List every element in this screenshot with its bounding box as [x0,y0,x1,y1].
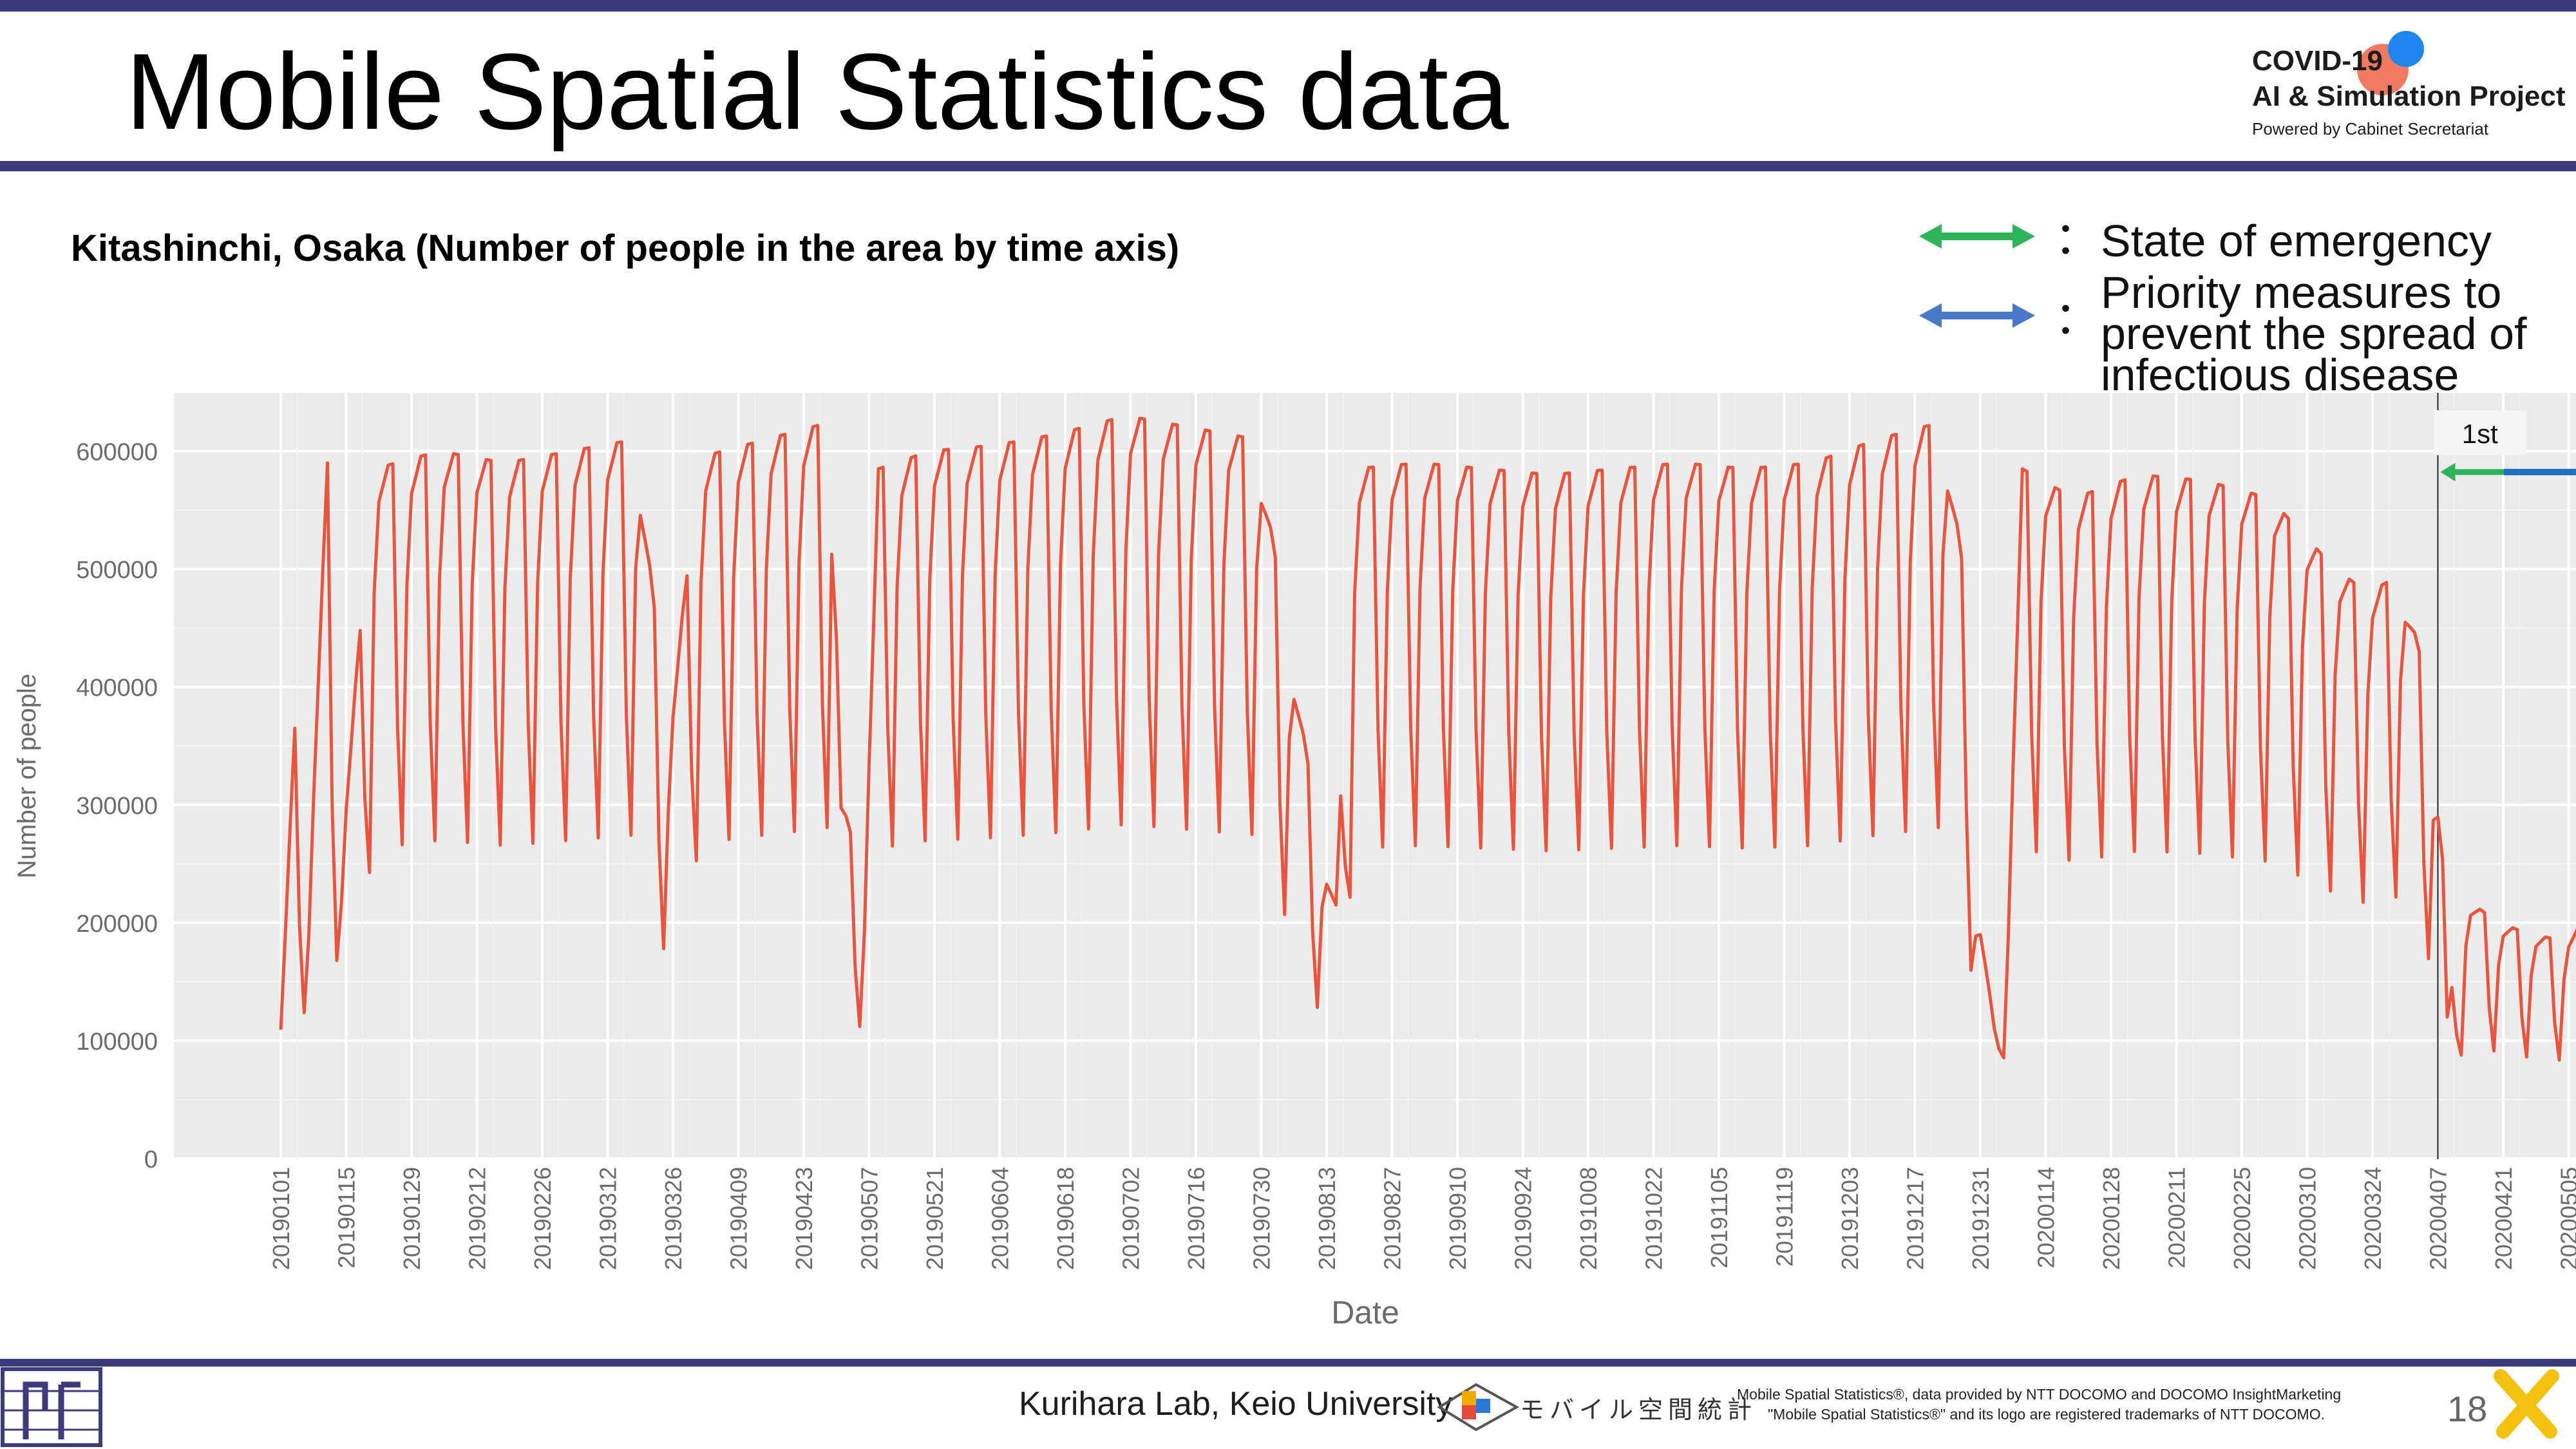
lab-logo-icon [1,1367,102,1447]
period-label-box [2433,410,2526,455]
x-tick-label: 20191119 [1772,1167,1798,1267]
x-tick-label: 20190212 [464,1167,491,1270]
x-tick-label: 20191022 [1641,1167,1667,1270]
x-tick-label: 20200407 [2425,1167,2452,1270]
x-tick-label: 20200114 [2033,1167,2060,1269]
footer-border-bar [0,1359,2576,1367]
legend-priority-line-3: infectious disease [2101,350,2459,400]
period-label: 1st [2462,419,2498,449]
emergency-arrow-icon [1919,224,2035,249]
x-tick-label: 20190115 [334,1167,360,1269]
series-line [279,417,2576,1062]
legend-arrows [1919,224,2035,328]
title-underline-bar [0,161,2576,171]
x-tick-label: 20190702 [1118,1167,1144,1270]
x-tick-label: 20200324 [2360,1167,2386,1270]
logo-line-2: AI & Simulation Project [2252,80,2566,112]
x-tick-label: 20190521 [922,1167,948,1270]
x-tick-label: 20200421 [2490,1167,2517,1270]
x-tick-label: 20200211 [2164,1167,2190,1269]
y-tick-label: 100000 [76,1028,158,1056]
x-tick-label: 20200128 [2098,1167,2125,1270]
x-tick-label: 20190827 [1379,1167,1406,1270]
data-provider-note: Mobile Spatial Statistics®, data provide… [1737,1386,2342,1403]
legend-priority-line-2: prevent the spread of [2101,308,2527,359]
period-markers: 1st2nd3rd [2433,393,2576,1159]
y-tick-label: 500000 [76,557,158,584]
legend-emergency-prefix: ： [2054,213,2099,263]
x-tick-label: 20190129 [399,1167,425,1270]
axis-ticks: 0 100000 200000 300000 400000 500000 600000 201… [76,439,2576,1271]
x-tick-label: 20191231 [1967,1167,1994,1270]
y-tick-label: 400000 [76,675,158,702]
top-border-bar [0,0,2576,12]
x-tick-label: 20191217 [1902,1167,1929,1270]
mobile-stats-jp-label: モバイル空間統計 [1520,1397,1757,1424]
mobile-stats-logo-icon [1437,1383,1520,1432]
x-axis-title: Date [1331,1294,1399,1331]
priority-arrow-icon [1919,303,2035,328]
x-tick-label: 20191203 [1837,1167,1863,1270]
x-tick-label: 20190924 [1510,1167,1537,1270]
logo-line-3: Powered by Cabinet Secretariat [2252,119,2489,138]
logo-dot-icon [2388,31,2424,67]
x-tick-label: 20190730 [1249,1167,1275,1270]
covid-project-logo: COVID-19 AI & Simulation Project Powered… [2248,31,2570,148]
y-tick-label: 200000 [76,911,158,938]
x-tick-label: 20191008 [1575,1167,1602,1270]
chart-subtitle: Kitashinchi, Osaka (Number of people in … [71,227,1180,269]
page-number: 18 [2447,1388,2488,1429]
y-tick-label: 0 [144,1146,158,1173]
legend-emergency-label: State of emergency [2101,216,2492,266]
x-tick-label: 20190423 [791,1167,817,1270]
legend-priority-line-1: Priority measures to [2101,267,2502,317]
lab-name: Kurihara Lab, Keio University [1019,1385,1453,1423]
x-tick-label: 20190604 [987,1167,1014,1270]
trademark-note: "Mobile Spatial Statistics®" and its log… [1768,1406,2325,1423]
y-axis-title: Number of people [13,674,41,878]
x-tick-label: 20190226 [529,1167,556,1270]
x-tick-label: 20190813 [1314,1167,1340,1270]
x-tick-label: 20200225 [2229,1167,2255,1270]
emergency-arrow-head [2440,462,2456,482]
logo-line-1: COVID-19 [2252,45,2383,77]
x-tick-label: 20190910 [1444,1167,1471,1270]
page-title: Mobile Spatial Statistics data [126,31,1509,152]
x-tick-label: 20200505 [2556,1167,2576,1270]
x-tick-label: 20190409 [726,1167,752,1270]
x-tick-label: 20190326 [660,1167,687,1270]
x-tick-label: 20190101 [268,1167,294,1270]
x-tick-label: 20191105 [1706,1167,1732,1269]
population-line-chart: 1st2nd3rd 0 100000 200000 300000 400000 50000… [13,393,2576,1331]
x-mark-icon [2494,1369,2559,1439]
x-tick-label: 20190618 [1052,1167,1079,1270]
x-tick-label: 20190312 [595,1167,621,1270]
x-tick-label: 20190716 [1183,1167,1209,1270]
y-tick-label: 600000 [76,439,158,466]
legend-priority-prefix: ： [2054,293,2099,343]
x-tick-label: 20200310 [2295,1167,2321,1270]
y-tick-label: 300000 [76,793,158,820]
x-tick-label: 20190507 [857,1167,883,1270]
